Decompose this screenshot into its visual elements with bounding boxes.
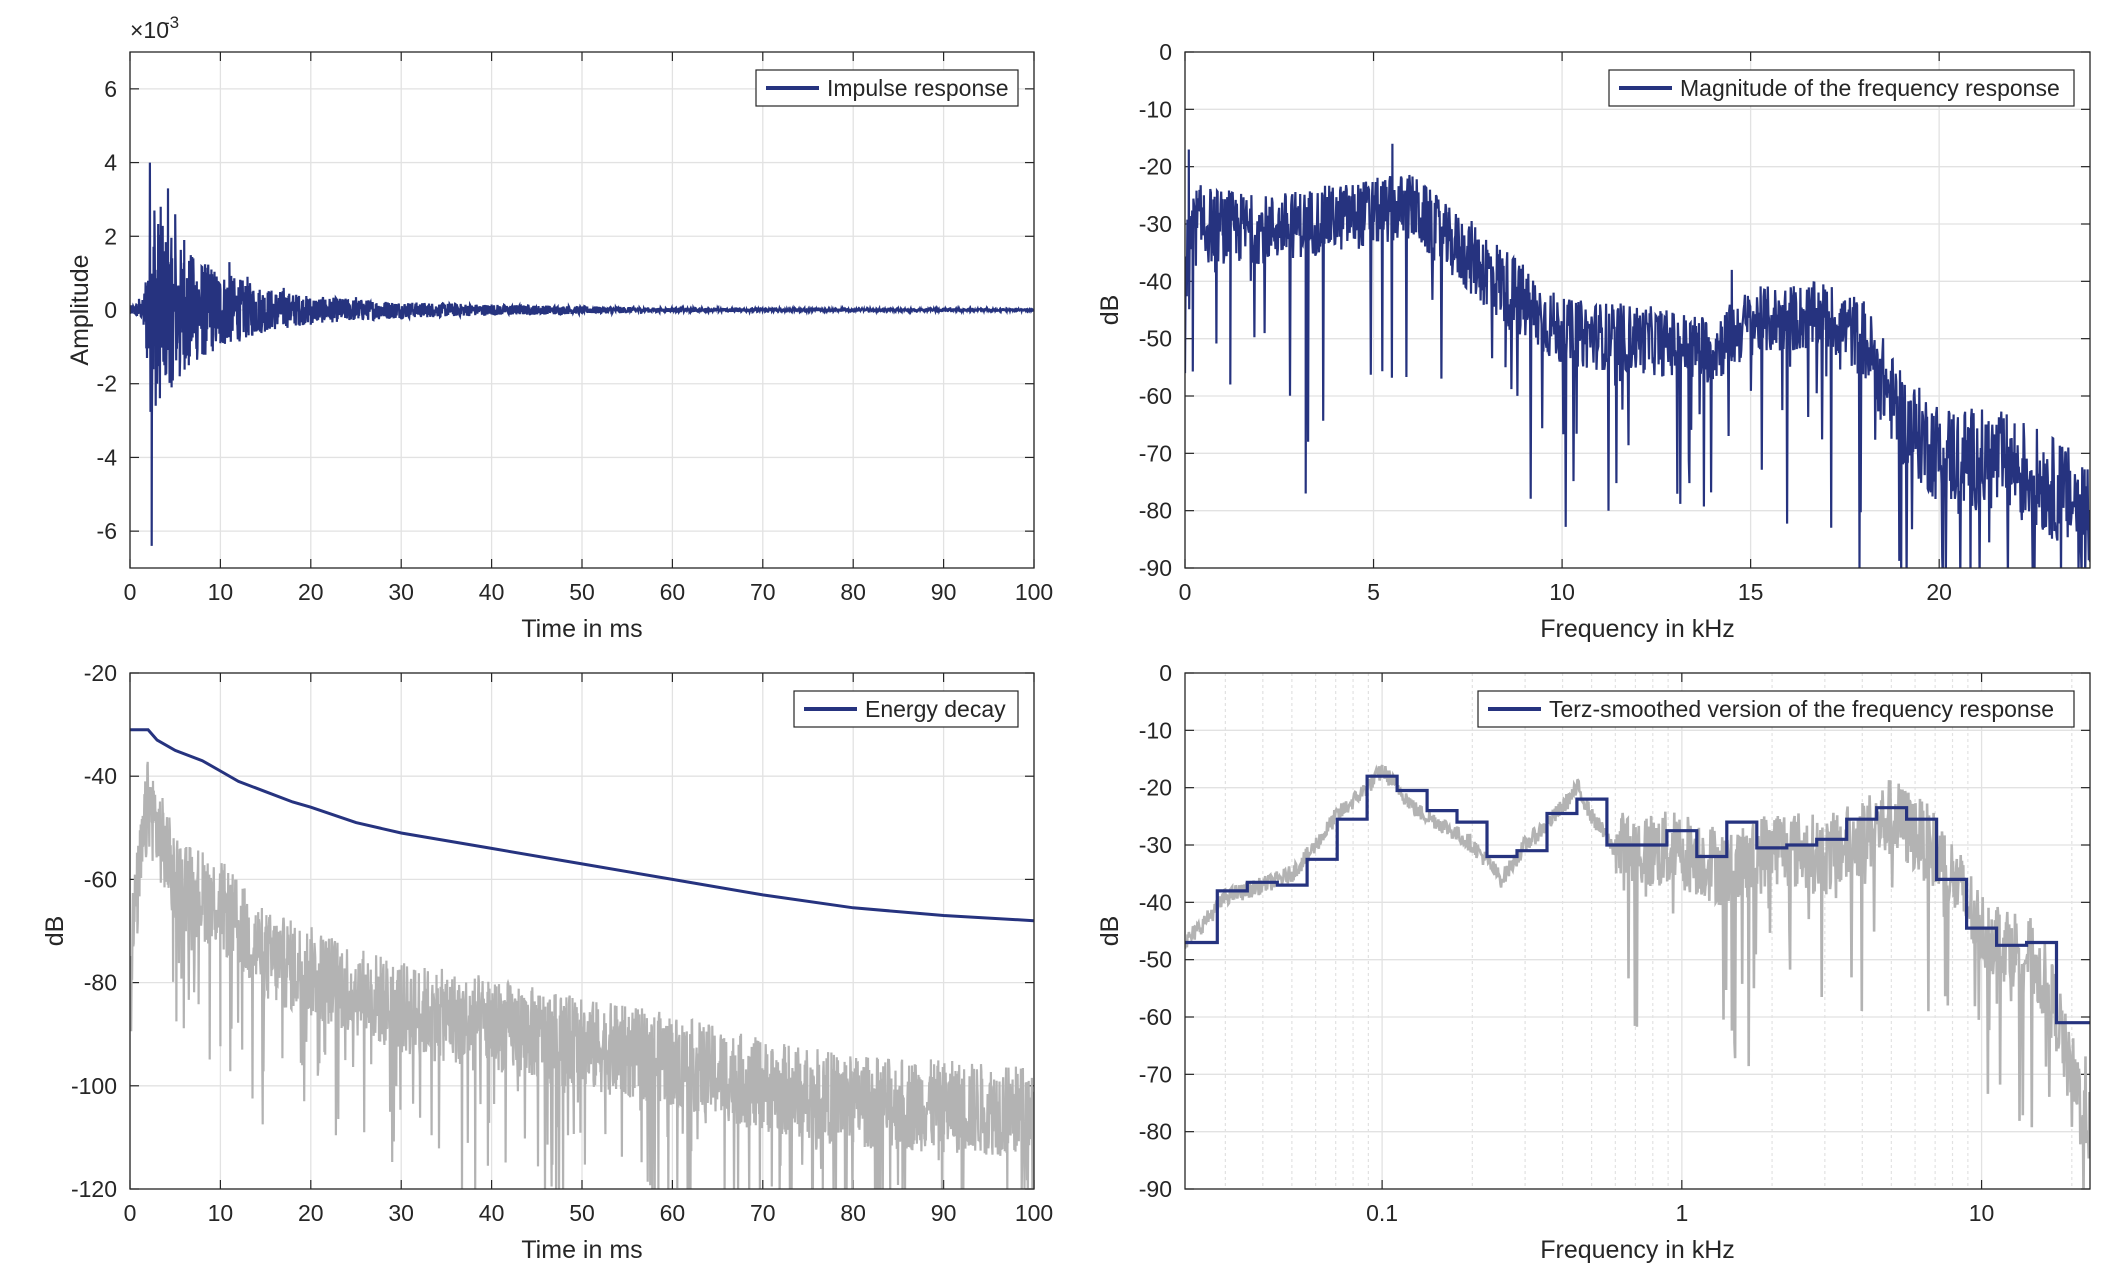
y-axis-label: dB xyxy=(1096,295,1124,326)
chart-3: 0 10 20 30 40 50 60 70 80 90 100 -20 -40 -60 -80 -100 -1… xyxy=(41,660,1053,1264)
energy-decay-line xyxy=(130,728,1034,923)
x-tick-label: 70 xyxy=(750,1200,776,1226)
y-tick-label: 4 xyxy=(104,150,117,176)
y-tick-label: -20 xyxy=(84,660,117,686)
legend-box xyxy=(1477,690,2075,728)
magnitude-response-line xyxy=(1185,143,2090,568)
x-tick-label: 100 xyxy=(1015,579,1053,605)
x-tick-label: 10 xyxy=(1549,579,1575,605)
x-axis-label: Frequency in kHz xyxy=(1540,1236,1735,1264)
y-tick-label: -40 xyxy=(84,763,117,789)
energy-raw-line xyxy=(130,761,1034,1189)
y-tick-label: -10 xyxy=(1139,717,1172,743)
y-tick-label: -50 xyxy=(1139,947,1172,973)
legend: Energy decay xyxy=(793,690,1019,728)
y-axis-label: Amplitude xyxy=(66,254,94,365)
chart-2: 0 5 10 15 20 0 -10 -20 -30 -40 -50 -60 -70 -80 -90 Freq… xyxy=(1096,39,2090,643)
x-tick-label: 30 xyxy=(388,579,414,605)
x-tick-label: 70 xyxy=(750,579,776,605)
x-tick-label: 10 xyxy=(1969,1200,1995,1226)
x-tick-label: 40 xyxy=(479,1200,505,1226)
y-axis-label: dB xyxy=(41,916,69,947)
x-tick-label: 10 xyxy=(208,1200,234,1226)
y-tick-label: -90 xyxy=(1139,1176,1172,1202)
legend: Terz-smoothed version of the frequency r… xyxy=(1477,690,2075,728)
y-tick-label: 2 xyxy=(104,223,117,249)
y-tick-label: -50 xyxy=(1139,326,1172,352)
y-tick-label: 0 xyxy=(1159,39,1172,65)
x-axis-label: Frequency in kHz xyxy=(1540,615,1735,643)
chart-1: 0 10 20 30 40 50 60 70 80 90 100 -6 -4 -2 0 2 4 6 Time in … xyxy=(66,52,1053,643)
y-tick-label: -120 xyxy=(71,1176,117,1202)
x-tick-label: 20 xyxy=(1926,579,1952,605)
legend: Impulse response xyxy=(755,69,1019,107)
terz-smoothed-line xyxy=(1185,774,2090,1025)
x-tick-label: 60 xyxy=(660,1200,686,1226)
y-tick-label: -60 xyxy=(1139,1004,1172,1030)
x-tick-label: 50 xyxy=(569,1200,595,1226)
y-axis-label: dB xyxy=(1096,916,1124,947)
legend-label: Energy decay xyxy=(865,696,1006,722)
y-tick-label: -60 xyxy=(1139,383,1172,409)
y-tick-label: 0 xyxy=(104,297,117,323)
x-tick-label: 60 xyxy=(660,579,686,605)
y-tick-label: -80 xyxy=(1139,498,1172,524)
x-tick-label: 90 xyxy=(931,579,957,605)
raw-response-line xyxy=(1185,764,2090,1189)
x-tick-label: 90 xyxy=(931,1200,957,1226)
x-tick-label: 80 xyxy=(840,579,866,605)
x-axis-label: Time in ms xyxy=(521,1236,642,1264)
y-tick-label: -40 xyxy=(1139,268,1172,294)
x-tick-label: 15 xyxy=(1738,579,1764,605)
y-tick-label: -70 xyxy=(1139,1061,1172,1087)
x-tick-label: 0 xyxy=(124,1200,137,1226)
x-tick-label: 0 xyxy=(1179,579,1192,605)
y-tick-label: -4 xyxy=(97,444,118,470)
x-tick-label: 0 xyxy=(124,579,137,605)
axes-frame xyxy=(1184,672,2091,1190)
y-tick-label: -20 xyxy=(1139,775,1172,801)
y-tick-label: -60 xyxy=(84,866,117,892)
legend-label: Terz-smoothed version of the frequency r… xyxy=(1549,696,2054,722)
x-tick-label: 20 xyxy=(298,579,324,605)
x-tick-label: 40 xyxy=(479,579,505,605)
y-tick-label: 0 xyxy=(1159,660,1172,686)
x-tick-label: 80 xyxy=(840,1200,866,1226)
y-tick-label: -40 xyxy=(1139,889,1172,915)
x-tick-label: 50 xyxy=(569,579,595,605)
legend-label: Magnitude of the frequency response xyxy=(1680,75,2060,101)
x-tick-label: 30 xyxy=(388,1200,414,1226)
y-tick-label: -80 xyxy=(1139,1119,1172,1145)
y-tick-label: -100 xyxy=(71,1073,117,1099)
y-tick-label: -90 xyxy=(1139,555,1172,581)
y-exponent-power: -3 xyxy=(164,13,179,32)
axes-frame xyxy=(1184,51,2091,569)
x-tick-label: 20 xyxy=(298,1200,324,1226)
y-exponent-label: ×10 xyxy=(130,17,169,43)
y-tick-label: -30 xyxy=(1139,832,1172,858)
legend: Magnitude of the frequency response xyxy=(1608,69,2075,107)
y-tick-label: -70 xyxy=(1139,440,1172,466)
y-tick-label: -20 xyxy=(1139,154,1172,180)
y-tick-label: -6 xyxy=(97,518,117,544)
x-tick-label: 0.1 xyxy=(1366,1200,1398,1226)
y-tick-label: -10 xyxy=(1139,96,1172,122)
x-tick-label: 100 xyxy=(1015,1200,1053,1226)
y-tick-label: 6 xyxy=(104,76,117,102)
legend-label: Impulse response xyxy=(827,75,1009,101)
x-tick-label: 1 xyxy=(1675,1200,1688,1226)
y-tick-label: -2 xyxy=(97,371,117,397)
chart-4: 0.1 1 10 0 -10 -20 -30 -40 -50 -60 -70 -80 -90 Freque… xyxy=(1096,660,2090,1264)
legend-box xyxy=(1608,69,2075,107)
y-tick-label: -80 xyxy=(84,970,117,996)
y-tick-label: -30 xyxy=(1139,211,1172,237)
x-tick-label: 10 xyxy=(208,579,234,605)
x-axis-label: Time in ms xyxy=(521,615,642,643)
impulse-response-line xyxy=(130,162,1034,546)
x-tick-label: 5 xyxy=(1367,579,1380,605)
axes-frame xyxy=(129,672,1035,1190)
axes-frame xyxy=(129,51,1035,569)
